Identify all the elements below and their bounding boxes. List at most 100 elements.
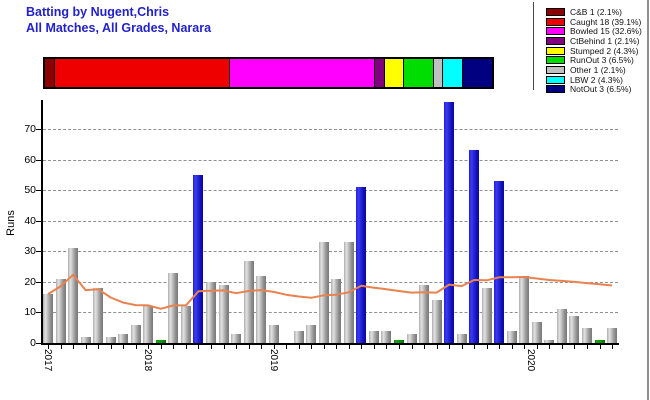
x-tick-mark [612,345,613,349]
x-tick-mark [85,345,87,349]
innings-bar-out [293,330,304,343]
innings-bar-out [569,315,580,343]
gridline-10 [43,312,618,314]
dismissal-segment-other [433,59,444,87]
gridline-70 [43,129,618,130]
legend-item-label: Stumped 2 (4.3%) [570,45,639,56]
x-tick-mark [148,345,150,349]
x-tick-mark [436,345,438,349]
x-axis-year-label: 2020 [524,349,536,372]
legend-item: CtBehind 1 (2.1%) [546,36,642,46]
dismissal-distribution-bar [43,57,494,89]
gridline-50 [43,190,618,192]
innings-bar-out [581,327,592,343]
legend-item-label: CtBehind 1 (2.1%) [570,35,640,46]
x-tick-mark [524,345,526,349]
innings-bar-out [256,275,267,343]
x-tick-mark [248,345,250,349]
innings-bar-out [318,242,329,343]
innings-bar-runout [393,339,404,343]
legend-item: Stumped 2 (4.3%) [546,46,642,56]
y-tick-mark [36,159,41,161]
y-tick-mark [36,129,41,130]
legend-item-label: Caught 18 (39.1%) [570,16,642,27]
window-right-border [647,0,649,400]
innings-bar-out [55,278,66,343]
x-tick-mark [123,345,125,349]
y-tick-label: 60 [24,153,36,166]
x-axis-year-label: 2019 [267,349,279,372]
innings-bar-out [343,242,354,343]
x-tick-mark [599,345,601,349]
x-tick-mark [185,345,187,349]
legend-item: LBW 2 (4.3%) [546,75,642,85]
innings-bar-out [381,330,392,343]
innings-bar-out [180,306,191,343]
legend-divider [533,2,534,90]
x-tick-mark [424,345,425,349]
innings-bar-out [419,284,429,343]
legend-item-label: Other 1 (2.1%) [570,64,626,75]
y-tick-label: 20 [24,275,36,288]
innings-bar-out [556,309,567,343]
innings-bar-out [531,321,542,343]
dismissal-segment-stumped [385,59,405,87]
y-tick-mark [36,312,41,314]
dismissal-legend: C&B 1 (2.1%) Caught 18 (39.1%) Bowled 15 (… [546,7,642,94]
dismissal-segment-notout [462,59,492,87]
y-axis-line [41,100,43,345]
innings-bar-notout [193,174,204,343]
x-tick-mark [511,345,513,349]
x-tick-mark [336,345,338,349]
innings-bar-runout [594,339,605,343]
x-tick-mark [236,345,237,349]
legend-swatch [546,46,565,55]
x-tick-mark [499,345,501,349]
y-tick-label: 50 [24,184,36,197]
dismissal-segment-c&b [45,59,55,87]
legend-item: C&B 1 (2.1%) [546,7,642,17]
x-tick-mark [536,345,538,349]
legend-item-label: C&B 1 (2.1%) [570,6,622,17]
legend-item: NotOut 3 (6.5%) [546,84,642,94]
x-tick-mark [311,345,313,349]
x-tick-mark [198,345,200,349]
x-tick-mark [73,345,75,349]
innings-bar-out [481,288,492,343]
y-tick-mark [36,251,41,253]
innings-bar-out [544,339,555,343]
x-tick-mark [411,345,413,349]
x-tick-mark [561,345,563,349]
x-tick-mark [48,345,49,349]
dismissal-segment-caught [54,59,230,87]
x-axis-year-label: 2017 [42,349,53,372]
legend-item: Other 1 (2.1%) [546,65,642,75]
x-axis-line [41,343,619,345]
gridline-40 [43,220,618,222]
x-tick-mark [173,345,175,349]
x-tick-mark [586,345,588,349]
x-tick-mark [348,345,350,349]
x-tick-mark [298,345,300,349]
x-tick-mark [98,345,100,349]
y-tick-label: 40 [24,214,36,227]
y-axis-title: Runs [5,210,17,236]
innings-bar-out [130,324,141,343]
x-tick-mark [135,345,137,349]
legend-item: RunOut 3 (6.5%) [546,55,642,65]
x-tick-mark [486,345,488,349]
legend-item-label: RunOut 3 (6.5%) [570,55,634,66]
legend-swatch [546,7,565,16]
dismissal-segment-lbw [443,59,463,87]
y-tick-mark [36,220,41,222]
innings-bar-out [607,327,617,343]
y-tick-label: 10 [24,306,36,319]
innings-bar-out [519,275,530,343]
x-tick-mark [373,345,375,349]
x-tick-mark [286,345,288,349]
innings-bar-out [243,260,254,343]
x-tick-mark [160,345,162,349]
innings-bar-out [68,248,79,343]
innings-bar-notout [356,187,367,343]
x-tick-mark [273,345,275,349]
